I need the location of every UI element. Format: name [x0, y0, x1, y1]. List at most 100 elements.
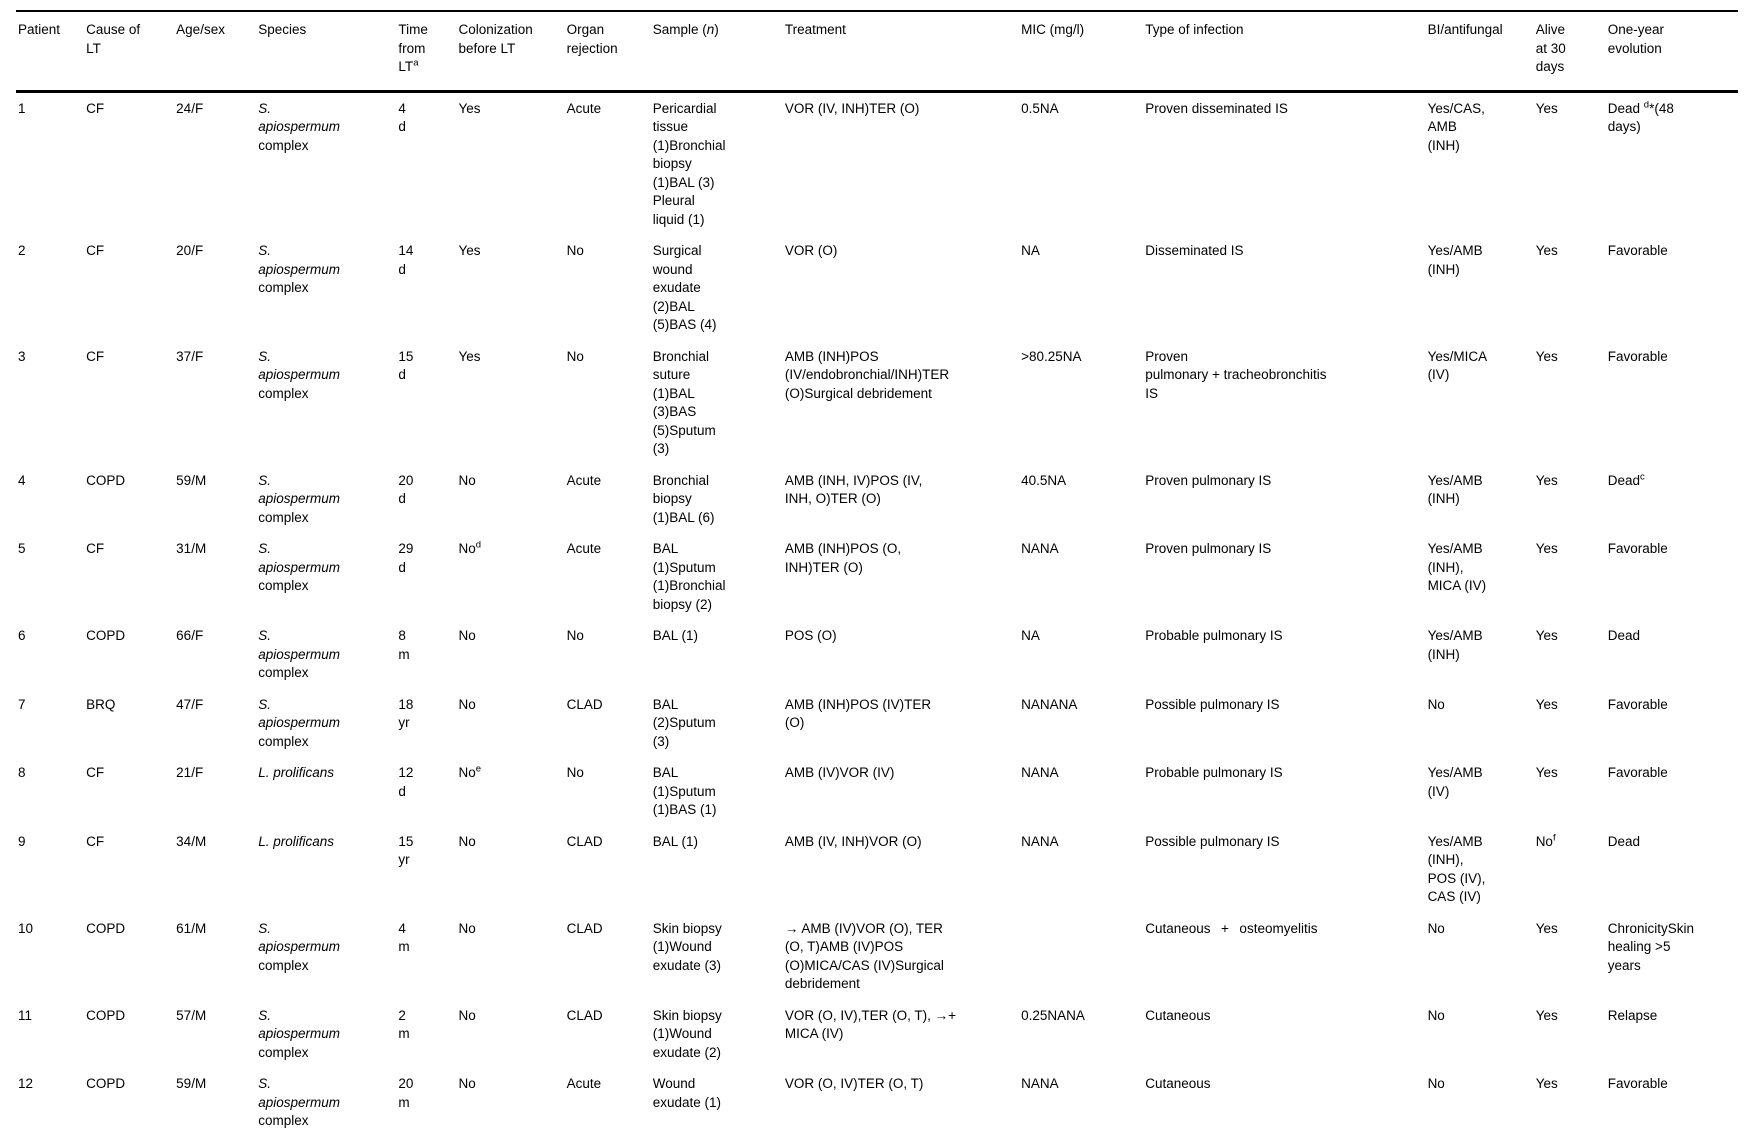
- cell-bi_antifungal: Yes/AMB (IV): [1427, 765, 1483, 799]
- cell-organ_rejection: No: [566, 243, 584, 258]
- column-header-time_from_lt: Time from LTa: [396, 11, 457, 93]
- cell-alive_30_days: Yes: [1535, 348, 1558, 364]
- cell-type_of_infection: Disseminated IS: [1145, 243, 1244, 258]
- cell-bi_antifungal: Yes/AMB (INH): [1427, 243, 1483, 277]
- cell-treatment: → AMB (IV)VOR (O), TER (O, T)AMB (IV)POS…: [784, 920, 944, 992]
- cell-alive_30_days: Yes: [1535, 920, 1558, 936]
- cell-colonization_before_lt: No: [458, 1007, 476, 1023]
- cell-time_from_lt: 2 m: [398, 1007, 410, 1042]
- cell-time_from_lt: 14 d: [398, 243, 414, 277]
- cell-type_of_infection: Probable pulmonary IS: [1145, 628, 1283, 643]
- cell-sample_n: BAL (1)Sputum (1)BAS (1): [652, 765, 717, 817]
- cell-time_from_lt: 20 m: [398, 1076, 414, 1110]
- cell-cause_of_lt: COPD: [86, 1076, 126, 1091]
- table-row: 10 COPD 61/M S. apiospermum complex 4 m No CLA…: [16, 913, 1738, 1000]
- table-body: 1 CF 24/F S. apiospermum complex 4 d Yes Acute…: [16, 91, 1738, 1136]
- cell-age_sex: 61/M: [176, 920, 207, 936]
- cell-sample_n: Surgical wound exudate (2)BAL (5)BAS (4): [652, 243, 717, 332]
- cell-alive_30_days: Yes: [1535, 243, 1558, 258]
- cell-type_of_infection: Cutaneous: [1145, 1076, 1211, 1091]
- cell-age_sex: 47/F: [176, 696, 204, 712]
- cell-sample_n: Skin biopsy (1)Wound exudate (2): [652, 1007, 722, 1060]
- cell-mic_mg_l: NANA: [1021, 765, 1059, 780]
- cell-time_from_lt: 12 d: [398, 765, 414, 799]
- table-row: 12 COPD 59/M S. apiospermum complex 20 m No Ac…: [16, 1068, 1738, 1136]
- cell-time_from_lt: 15 d: [398, 348, 414, 383]
- cell-type_of_infection: Cutaneous: [1145, 1007, 1211, 1023]
- column-header-bi_antifungal: BI/antifungal: [1425, 11, 1534, 93]
- cell-type_of_infection: Proven pulmonary + tracheobronchitis IS: [1145, 348, 1327, 401]
- cell-cause_of_lt: CF: [86, 833, 105, 849]
- cell-organ_rejection: Acute: [566, 541, 602, 556]
- cell-cause_of_lt: CF: [86, 541, 105, 556]
- cell-one_year_evolution: Favorable: [1607, 348, 1668, 364]
- cell-species: S. apiospermum complex: [258, 696, 341, 749]
- cell-age_sex: 24/F: [176, 100, 204, 116]
- cell-colonization_before_lt: No: [458, 833, 476, 849]
- cell-age_sex: 66/F: [176, 628, 204, 643]
- cell-one_year_evolution: Deadc: [1607, 471, 1645, 488]
- cell-one_year_evolution: Dead: [1607, 833, 1641, 849]
- cell-treatment: POS (O): [784, 628, 837, 643]
- cell-sample_n: BAL (1): [652, 628, 698, 643]
- column-header-age_sex: Age/sex: [174, 11, 257, 93]
- column-header-treatment: Treatment: [782, 11, 1020, 93]
- cell-patient: 3: [18, 348, 26, 364]
- cell-mic_mg_l: NANA: [1021, 833, 1059, 849]
- cell-organ_rejection: CLAD: [566, 920, 603, 936]
- cell-bi_antifungal: No: [1427, 920, 1445, 936]
- cell-age_sex: 20/F: [176, 243, 204, 258]
- cell-patient: 10: [18, 920, 34, 936]
- cell-treatment: AMB (INH, IV)POS (IV, INH, O)TER (O): [784, 472, 923, 507]
- cell-species: S. apiospermum complex: [258, 1007, 341, 1060]
- cell-patient: 8: [18, 765, 26, 780]
- cell-sample_n: Pericardial tissue (1)Bronchial biopsy (…: [652, 100, 726, 227]
- cell-bi_antifungal: No: [1427, 1007, 1445, 1023]
- cell-sample_n: Bronchial suture (1)BAL (3)BAS (5)Sputum…: [652, 348, 716, 457]
- cell-treatment: AMB (IV)VOR (IV): [784, 765, 895, 780]
- cell-one_year_evolution: Favorable: [1607, 541, 1668, 556]
- cell-treatment: VOR (O, IV)TER (O, T): [784, 1076, 924, 1091]
- cell-patient: 1: [18, 100, 26, 116]
- cell-organ_rejection: No: [566, 765, 584, 780]
- cell-time_from_lt: 20 d: [398, 472, 414, 507]
- cell-colonization_before_lt: No: [458, 1076, 476, 1091]
- cell-colonization_before_lt: Yes: [458, 348, 481, 364]
- patients-table: Patient Cause of LT Age/sex Species Time fro…: [16, 10, 1738, 1136]
- cell-sample_n: Wound exudate (1): [652, 1076, 721, 1110]
- table-row: 9 CF 34/M L. prolificans 15 yr No CLAD BAL (1) A…: [16, 826, 1738, 913]
- cell-patient: 6: [18, 628, 26, 643]
- cell-species: S. apiospermum complex: [258, 1076, 341, 1128]
- cell-mic_mg_l: [1019, 913, 1143, 1000]
- cell-cause_of_lt: COPD: [86, 628, 126, 643]
- cell-age_sex: 59/M: [176, 1076, 207, 1091]
- cell-species: S. apiospermum complex: [258, 920, 341, 973]
- column-header-cause_of_lt: Cause of LT: [84, 11, 175, 93]
- column-header-alive_30_days: Alive at 30 days: [1533, 11, 1606, 93]
- cell-sample_n: Bronchial biopsy (1)BAL (6): [652, 472, 715, 525]
- cell-mic_mg_l: NANA: [1021, 541, 1059, 556]
- cell-cause_of_lt: CF: [86, 243, 105, 258]
- table-row: 6 COPD 66/F S. apiospermum complex 8 m No No BA…: [16, 620, 1738, 689]
- cell-mic_mg_l: 0.5NA: [1021, 100, 1059, 116]
- cell-patient: 5: [18, 541, 26, 556]
- cell-alive_30_days: Yes: [1535, 628, 1558, 643]
- cell-organ_rejection: CLAD: [566, 833, 603, 849]
- cell-bi_antifungal: Yes/AMB (INH): [1427, 628, 1483, 662]
- cell-type_of_infection: Possible pulmonary IS: [1145, 696, 1280, 712]
- cell-time_from_lt: 29 d: [398, 541, 414, 575]
- cell-age_sex: 34/M: [176, 833, 207, 849]
- cell-alive_30_days: Yes: [1535, 696, 1558, 712]
- cell-alive_30_days: Yes: [1535, 472, 1558, 488]
- cell-sample_n: BAL (1): [652, 833, 698, 849]
- cell-alive_30_days: Nof: [1535, 832, 1556, 849]
- cell-sample_n: BAL (1)Sputum (1)Bronchial biopsy (2): [652, 541, 726, 612]
- cell-alive_30_days: Yes: [1535, 765, 1558, 780]
- cell-cause_of_lt: COPD: [86, 472, 126, 488]
- cell-species: S. apiospermum complex: [258, 541, 341, 593]
- cell-bi_antifungal: Yes/AMB (INH), POS (IV), CAS (IV): [1427, 833, 1486, 905]
- cell-patient: 11: [18, 1007, 33, 1023]
- cell-time_from_lt: 4 d: [398, 100, 406, 135]
- table-row: 8 CF 21/F L. prolificans 12 d Noe No BAL (1)Spu…: [16, 757, 1738, 826]
- cell-alive_30_days: Yes: [1535, 100, 1558, 116]
